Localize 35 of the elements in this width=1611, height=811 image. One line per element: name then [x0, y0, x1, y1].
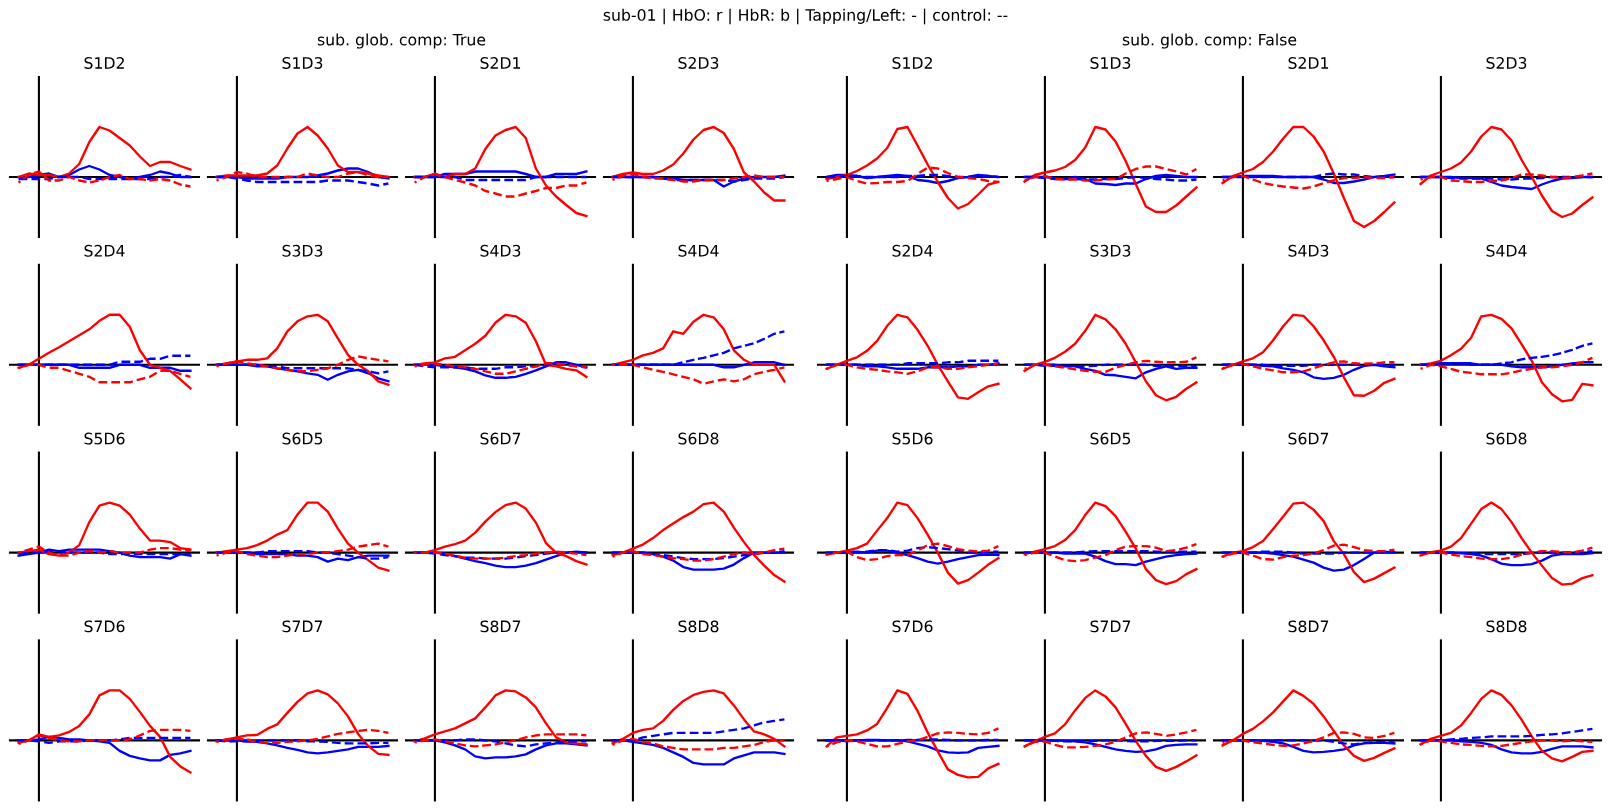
chart-title: S5D6: [892, 432, 933, 445]
chart-title: S8D7: [480, 620, 521, 633]
chart-title: S5D6: [84, 432, 125, 445]
chart-title: S8D7: [1288, 620, 1329, 633]
chart-title: S7D7: [1090, 620, 1131, 633]
chart-title: S8D8: [1486, 620, 1527, 633]
chart-title: S8D8: [678, 620, 719, 633]
chart-title: S6D8: [678, 432, 719, 445]
chart-title: S1D2: [84, 57, 124, 69]
text: sub. glob. comp: True: [317, 33, 486, 49]
chart-title: S6D5: [1090, 432, 1131, 445]
text: sub-01 | HbO: r | HbR: b | Tapping/Left: - | control: --: [603, 8, 1008, 25]
chart-title: S7D6: [84, 620, 125, 633]
chart-title: S2D3: [1486, 57, 1527, 69]
chart-title: S6D7: [480, 432, 521, 445]
chart-title: S6D8: [1486, 432, 1527, 445]
chart-title: S2D1: [1288, 57, 1329, 69]
chart-title: S2D3: [678, 57, 719, 69]
chart-title: S7D6: [892, 620, 933, 633]
chart-title: S2D1: [480, 57, 521, 69]
chart-title: S3D3: [1090, 244, 1131, 257]
chart-title: S3D3: [282, 244, 323, 257]
chart-title: S2D4: [892, 244, 933, 257]
chart-title: S1D3: [282, 57, 323, 69]
chart-title: S6D5: [282, 432, 323, 445]
chart-title: S4D4: [678, 244, 719, 257]
text: sub. glob. comp: False: [1122, 33, 1297, 49]
chart-title: S4D4: [1486, 244, 1527, 257]
chart-title: S1D2: [892, 57, 932, 69]
chart-title: S6D7: [1288, 432, 1329, 445]
chart-title: S2D4: [84, 244, 125, 257]
chart-title: S7D7: [282, 620, 323, 633]
chart-title: S4D3: [1288, 244, 1329, 257]
chart-title: S1D3: [1090, 57, 1131, 69]
chart-title: S4D3: [480, 244, 521, 257]
